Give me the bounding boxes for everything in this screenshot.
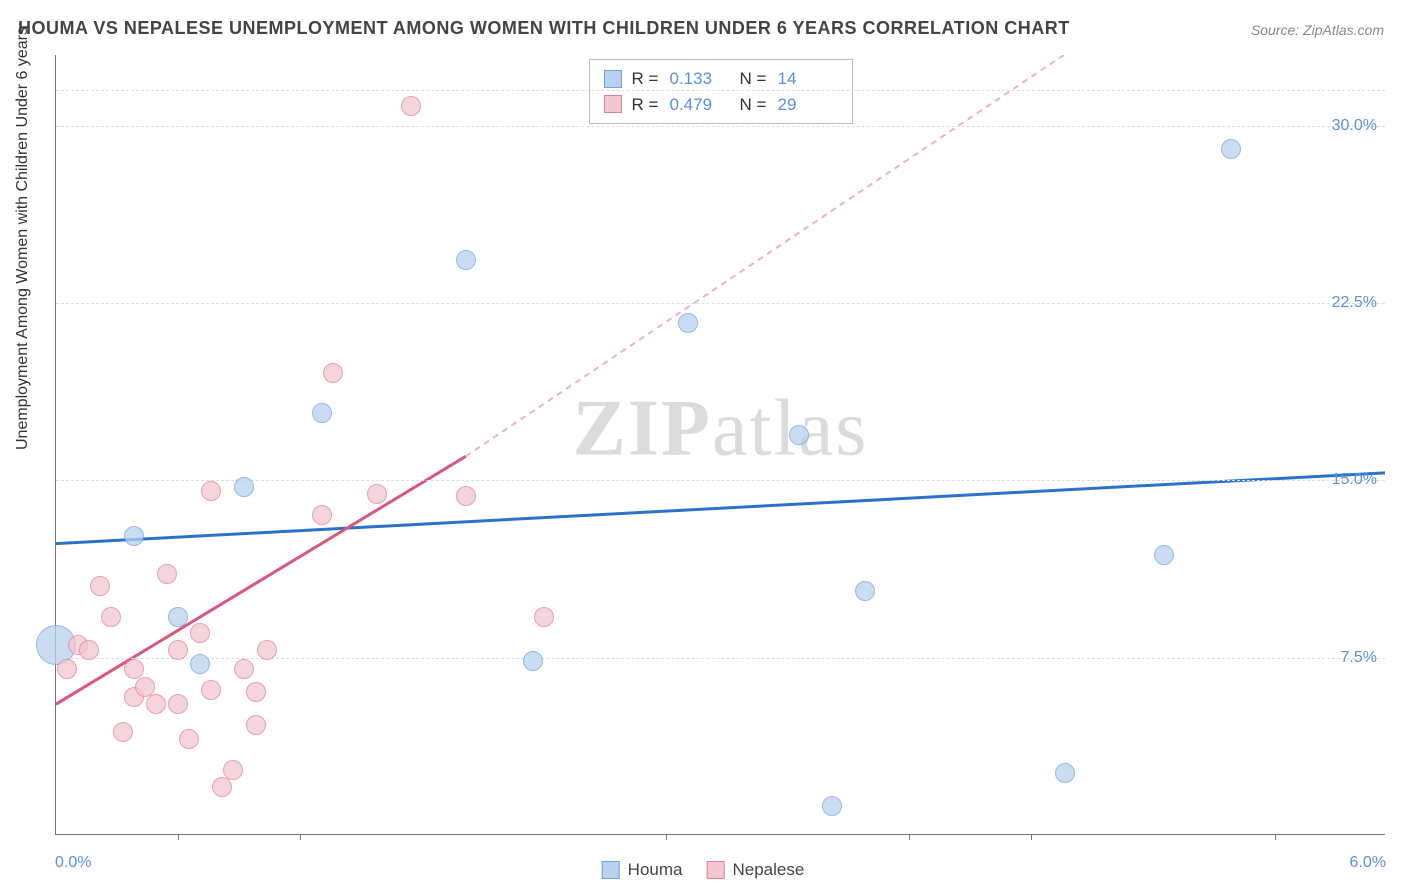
source-citation: Source: ZipAtlas.com [1251, 22, 1384, 38]
scatter-point-houma [1055, 763, 1075, 783]
x-tick-mark [1275, 834, 1276, 840]
gridline-h [56, 303, 1385, 304]
scatter-point-nepalese [168, 694, 188, 714]
r-label: R = [632, 66, 660, 92]
scatter-point-nepalese [257, 640, 277, 660]
x-axis-max-label: 6.0% [1350, 854, 1386, 872]
y-tick-label: 30.0% [1332, 117, 1377, 135]
scatter-point-nepalese [101, 607, 121, 627]
scatter-point-nepalese [190, 623, 210, 643]
watermark-bold: ZIP [573, 384, 712, 472]
x-tick-mark [909, 834, 910, 840]
scatter-point-houma [1221, 139, 1241, 159]
scatter-point-nepalese [312, 505, 332, 525]
scatter-point-nepalese [223, 760, 243, 780]
scatter-point-houma [456, 250, 476, 270]
scatter-point-houma [168, 607, 188, 627]
legend-swatch [604, 70, 622, 88]
scatter-point-houma [234, 477, 254, 497]
scatter-point-houma [190, 654, 210, 674]
legend-swatch [604, 95, 622, 113]
y-tick-label: 22.5% [1332, 294, 1377, 312]
scatter-point-nepalese [57, 659, 77, 679]
scatter-point-nepalese [179, 729, 199, 749]
scatter-point-nepalese [113, 722, 133, 742]
scatter-point-nepalese [323, 363, 343, 383]
gridline-h [56, 658, 1385, 659]
legend-row: R = 0.133 N = 14 [604, 66, 838, 92]
scatter-point-nepalese [401, 96, 421, 116]
correlation-legend: R = 0.133 N = 14 R = 0.479 N = 29 [589, 59, 853, 124]
chart-title: HOUMA VS NEPALESE UNEMPLOYMENT AMONG WOM… [18, 18, 1070, 39]
legend-swatch [706, 861, 724, 879]
series-legend: Houma Nepalese [602, 860, 805, 880]
legend-row: R = 0.479 N = 29 [604, 92, 838, 118]
watermark: ZIPatlas [573, 383, 869, 474]
scatter-point-nepalese [234, 659, 254, 679]
scatter-point-nepalese [201, 680, 221, 700]
y-tick-label: 7.5% [1341, 649, 1377, 667]
scatter-point-nepalese [157, 564, 177, 584]
trend-line [56, 456, 466, 704]
legend-label: Houma [628, 860, 683, 880]
scatter-point-nepalese [90, 576, 110, 596]
r-value: 0.133 [670, 66, 730, 92]
n-value: 14 [778, 66, 838, 92]
legend-label: Nepalese [732, 860, 804, 880]
x-tick-mark [1031, 834, 1032, 840]
scatter-point-houma [855, 581, 875, 601]
scatter-point-houma [124, 526, 144, 546]
scatter-point-nepalese [367, 484, 387, 504]
scatter-point-houma [1154, 545, 1174, 565]
x-tick-mark [178, 834, 179, 840]
x-axis-min-label: 0.0% [55, 854, 91, 872]
chart-plot-area: ZIPatlas R = 0.133 N = 14 R = 0.479 N = 29 7.5%… [55, 55, 1385, 835]
scatter-point-houma [312, 403, 332, 423]
scatter-point-nepalese [246, 682, 266, 702]
n-label: N = [740, 66, 768, 92]
legend-item: Nepalese [706, 860, 804, 880]
scatter-point-houma [523, 651, 543, 671]
legend-swatch [602, 861, 620, 879]
r-value: 0.479 [670, 92, 730, 118]
scatter-point-houma [678, 313, 698, 333]
x-tick-mark [666, 834, 667, 840]
x-tick-mark [300, 834, 301, 840]
scatter-point-nepalese [146, 694, 166, 714]
scatter-point-nepalese [201, 481, 221, 501]
gridline-h [56, 480, 1385, 481]
trend-line [56, 473, 1385, 544]
gridline-h [56, 90, 1385, 91]
scatter-point-houma [789, 425, 809, 445]
scatter-point-nepalese [79, 640, 99, 660]
y-tick-label: 15.0% [1332, 471, 1377, 489]
r-label: R = [632, 92, 660, 118]
scatter-point-nepalese [212, 777, 232, 797]
n-value: 29 [778, 92, 838, 118]
gridline-h [56, 126, 1385, 127]
scatter-point-nepalese [534, 607, 554, 627]
legend-item: Houma [602, 860, 683, 880]
scatter-point-nepalese [124, 659, 144, 679]
n-label: N = [740, 92, 768, 118]
y-axis-label: Unemployment Among Women with Children U… [14, 27, 32, 450]
scatter-point-nepalese [168, 640, 188, 660]
scatter-point-nepalese [246, 715, 266, 735]
scatter-point-houma [822, 796, 842, 816]
scatter-point-nepalese [456, 486, 476, 506]
